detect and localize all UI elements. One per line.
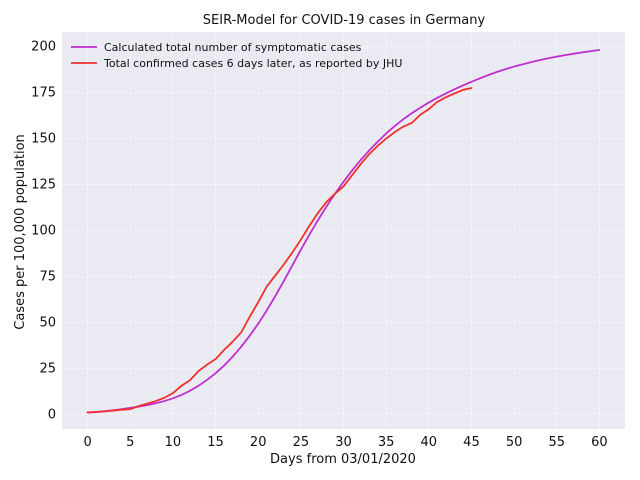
y-tick-label: 100: [31, 224, 56, 239]
x-tick-label: 50: [506, 435, 523, 450]
confirmed-series-line: [86, 87, 473, 414]
y-tick-label: 0: [48, 407, 56, 422]
legend: Calculated total number of symptomatic c…: [71, 41, 402, 70]
x-tick-label: 30: [335, 435, 352, 450]
x-tick-label: 5: [126, 435, 134, 450]
x-tick-label: 0: [83, 435, 91, 450]
y-tick-label: 75: [39, 269, 56, 284]
y-tick-label: 50: [39, 315, 56, 330]
tick-layer: 0 5 10 15 20 25 30 35 40 45 50 55 60 0 25 50 75 100 125 150…: [31, 40, 608, 450]
x-tick-label: 10: [165, 435, 182, 450]
x-tick-label: 35: [378, 435, 395, 450]
x-axis-label: Days from 03/01/2020: [270, 452, 416, 467]
y-axis-label: Cases per 100,000 population: [13, 134, 28, 330]
y-tick-label: 125: [31, 178, 56, 193]
grid-layer: [62, 32, 625, 429]
x-tick-label: 60: [591, 435, 608, 450]
series-layer: [86, 49, 601, 414]
x-tick-label: 45: [463, 435, 480, 450]
calculated-series-line: [86, 49, 601, 414]
x-tick-label: 40: [421, 435, 438, 450]
x-tick-label: 20: [250, 435, 267, 450]
x-tick-label: 15: [207, 435, 224, 450]
y-tick-label: 175: [31, 86, 56, 101]
y-tick-label: 150: [31, 132, 56, 147]
x-tick-label: 25: [293, 435, 310, 450]
legend-label-confirmed: Total confirmed cases 6 days later, as r…: [103, 57, 402, 70]
chart-title: SEIR-Model for COVID-19 cases in Germany: [203, 13, 486, 28]
y-tick-label: 200: [31, 40, 56, 55]
x-tick-label: 55: [548, 435, 565, 450]
legend-label-calculated: Calculated total number of symptomatic c…: [104, 41, 362, 54]
y-tick-label: 25: [39, 361, 56, 376]
